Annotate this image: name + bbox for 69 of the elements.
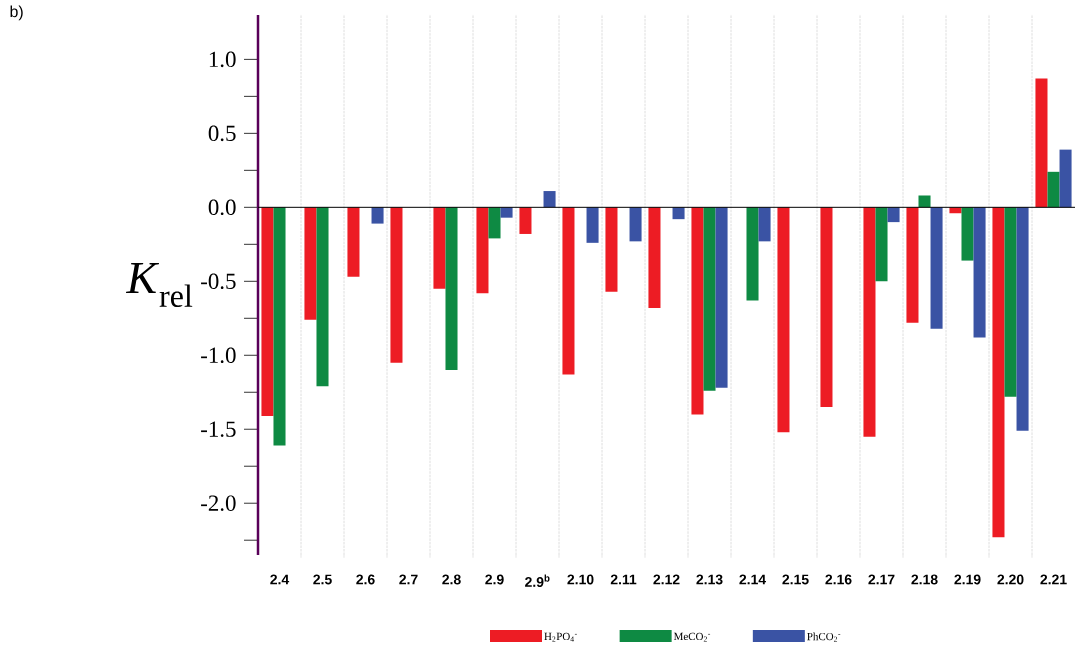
- x-tick-label: 2.8: [442, 574, 461, 585]
- bar: [746, 207, 759, 301]
- bar: [715, 207, 728, 388]
- x-tick-label: 2.16: [825, 574, 852, 585]
- x-tick-label: 2.10: [567, 574, 594, 585]
- x-tick-label: 2.11: [610, 574, 637, 585]
- bar: [961, 207, 974, 261]
- x-tick-label: 2.9: [485, 574, 504, 585]
- bar: [390, 207, 403, 363]
- bar: [887, 207, 900, 223]
- bar: [1004, 207, 1017, 397]
- x-tick-label: 2.17: [868, 574, 895, 585]
- x-tick-label: 2.7: [399, 574, 418, 585]
- bar: [445, 207, 458, 371]
- x-tick-label: 2.21: [1040, 574, 1067, 585]
- x-tick-label: 2.12: [653, 574, 680, 585]
- x-tick-label: 2.14: [739, 574, 767, 585]
- bar: [1035, 78, 1048, 208]
- bar: [691, 207, 704, 415]
- bar: [519, 207, 532, 234]
- x-tick-label: 2.5: [313, 574, 332, 585]
- bar: [1047, 171, 1060, 208]
- bar: [347, 207, 360, 277]
- bar: [605, 207, 618, 292]
- bar: [777, 207, 790, 433]
- y-tick-label: 1.0: [209, 51, 236, 68]
- bar: [992, 207, 1005, 538]
- bar: [273, 207, 286, 446]
- bar: [918, 195, 931, 208]
- y-tick-label: 0.5: [208, 125, 236, 142]
- x-tick-label: 2.4: [270, 574, 290, 585]
- bar: [906, 207, 919, 323]
- x-tick-label: 2.18: [911, 574, 938, 585]
- bar: [304, 207, 317, 320]
- bar: [586, 207, 599, 243]
- y-tick-label: -1.5: [201, 421, 236, 437]
- y-tick-label: -2.0: [201, 495, 236, 511]
- x-tick-label: 2.19: [954, 574, 981, 585]
- x-tick-label: 2.9$^{b}$: [525, 574, 550, 587]
- bar: [648, 207, 661, 308]
- bar: [543, 191, 556, 208]
- bar: [672, 207, 685, 220]
- bar: [1016, 207, 1029, 431]
- x-tick-label: 2.6: [356, 574, 375, 585]
- bar: [371, 207, 384, 224]
- bar: [973, 207, 986, 338]
- x-tick-label: 2.15: [782, 574, 809, 585]
- bar: [562, 207, 575, 375]
- bar: [863, 207, 876, 437]
- bar: [930, 207, 943, 329]
- y-axis-title: K$_{rel}$: [125, 262, 193, 308]
- bar: [820, 207, 833, 408]
- x-tick-label: 2.13: [696, 574, 723, 585]
- bar: [433, 207, 446, 289]
- bar: [875, 207, 888, 282]
- bar: [261, 207, 274, 416]
- bar: [316, 207, 329, 387]
- bar: [758, 207, 771, 242]
- y-tick-label: -1.0: [201, 347, 236, 364]
- y-tick-label: 0.0: [208, 199, 236, 216]
- bar: [703, 207, 716, 391]
- bar: [629, 207, 642, 242]
- bar: [1059, 149, 1072, 208]
- bar: [500, 207, 513, 218]
- text: b): [10, 5, 23, 21]
- bar: [488, 207, 501, 239]
- x-tick-label: 2.20: [997, 574, 1024, 585]
- y-tick-label: -0.5: [201, 273, 236, 290]
- bar: [476, 207, 489, 294]
